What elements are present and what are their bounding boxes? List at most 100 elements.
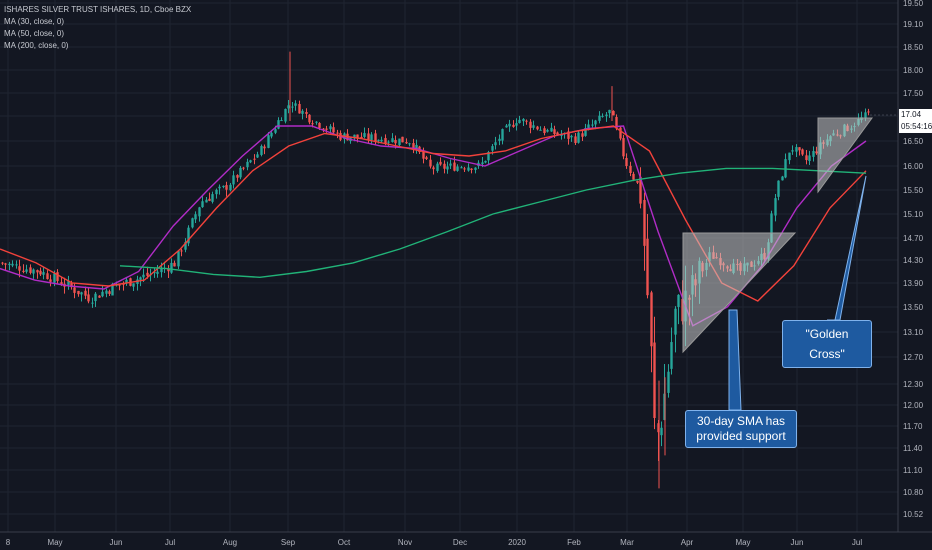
x-tick-label: Feb xyxy=(567,538,581,547)
y-tick-label: 19.10 xyxy=(903,20,924,29)
ma30-legend[interactable]: MA (30, close, 0) xyxy=(4,17,65,26)
candle-body xyxy=(470,168,473,170)
candle-body xyxy=(173,262,176,267)
candle-body xyxy=(377,139,380,141)
candle-body xyxy=(18,266,21,271)
candle-body xyxy=(1,262,4,264)
candle-body xyxy=(249,160,252,163)
y-tick-label: 18.00 xyxy=(903,66,924,75)
candle-body xyxy=(270,132,273,137)
candle-body xyxy=(505,125,508,128)
candle-body xyxy=(122,283,125,285)
candle-body xyxy=(291,106,294,108)
candle-body xyxy=(256,154,259,158)
candle-body xyxy=(774,198,777,216)
candle-body xyxy=(380,139,383,142)
candle-body xyxy=(474,167,477,170)
candle-body xyxy=(194,214,197,220)
candle-body xyxy=(301,110,304,114)
candle-body xyxy=(80,292,83,295)
candle-body xyxy=(481,162,484,165)
candle-body xyxy=(629,165,632,173)
candle-body xyxy=(11,263,14,266)
x-tick-label: Sep xyxy=(281,538,296,547)
candle-body xyxy=(101,291,104,297)
y-tick-label: 17.50 xyxy=(903,89,924,98)
candle-body xyxy=(770,213,773,243)
candle-body xyxy=(305,112,308,114)
candle-body xyxy=(456,166,459,171)
candle-body xyxy=(812,151,815,157)
candle-body xyxy=(643,199,646,246)
ma50-legend[interactable]: MA (50, close, 0) xyxy=(4,29,65,38)
candle-body xyxy=(801,149,804,155)
candle-body xyxy=(205,199,208,203)
candle-body xyxy=(56,272,59,282)
ma200-legend[interactable]: MA (200, close, 0) xyxy=(4,41,69,50)
candle-body xyxy=(639,176,642,204)
candle-body xyxy=(518,119,521,124)
x-tick-label: May xyxy=(735,538,750,547)
y-tick-label: 19.50 xyxy=(903,0,924,8)
candle-body xyxy=(22,270,25,272)
y-tick-label: 13.10 xyxy=(903,328,924,337)
candle-body xyxy=(446,166,449,170)
candle-body xyxy=(67,281,70,286)
candle-body xyxy=(815,151,818,154)
candle-body xyxy=(15,264,18,266)
candle-body xyxy=(298,103,301,114)
x-tick-label: Jun xyxy=(110,538,123,547)
y-tick-label: 11.70 xyxy=(903,422,923,431)
triangle-pattern-2 xyxy=(817,117,873,194)
candle-body xyxy=(529,121,532,128)
candle-body xyxy=(280,120,283,122)
candle-body xyxy=(515,123,518,126)
y-tick-label: 14.30 xyxy=(903,256,924,265)
candle-body xyxy=(125,279,128,284)
x-tick-label: Jun xyxy=(791,538,804,547)
candle-body xyxy=(146,272,149,276)
candle-body xyxy=(584,127,587,136)
candle-body xyxy=(170,262,173,273)
candle-body xyxy=(329,126,332,130)
y-tick-label: 10.80 xyxy=(903,488,924,497)
candle-body xyxy=(612,110,615,116)
x-tick-label: Aug xyxy=(223,538,237,547)
candle-body xyxy=(412,143,415,150)
chart-legend: ISHARES SILVER TRUST ISHARES, 1D, Cboe B… xyxy=(4,4,191,52)
x-tick-label: Nov xyxy=(398,538,412,547)
candle-body xyxy=(94,293,97,302)
y-tick-label: 10.52 xyxy=(903,510,924,519)
candle-body xyxy=(674,308,677,335)
candle-body xyxy=(522,118,525,122)
candle-body xyxy=(560,134,563,136)
triangle-pattern-1 xyxy=(682,232,797,354)
candle-body xyxy=(401,136,404,143)
x-tick-label: Mar xyxy=(620,538,634,547)
candle-body xyxy=(567,131,570,139)
candle-body xyxy=(232,175,235,185)
candle-body xyxy=(198,207,201,217)
candle-body xyxy=(284,108,287,122)
candle-body xyxy=(622,138,625,157)
candle-body xyxy=(498,138,501,141)
candle-body xyxy=(187,227,190,244)
candle-body xyxy=(29,267,32,273)
candle-body xyxy=(667,371,670,393)
candle-body xyxy=(87,294,90,302)
candle-body xyxy=(246,161,249,168)
candle-body xyxy=(653,342,656,418)
y-tick-label: 12.30 xyxy=(903,380,924,389)
candle-body xyxy=(153,272,156,274)
candle-body xyxy=(594,120,597,125)
candle-body xyxy=(795,147,798,152)
candle-body xyxy=(394,139,397,144)
candle-body xyxy=(591,124,594,126)
candle-body xyxy=(867,111,870,113)
ma200-line xyxy=(119,167,867,279)
candle-body xyxy=(408,143,411,145)
candle-body xyxy=(636,180,639,183)
candle-body xyxy=(260,146,263,155)
candle-body xyxy=(167,268,170,272)
